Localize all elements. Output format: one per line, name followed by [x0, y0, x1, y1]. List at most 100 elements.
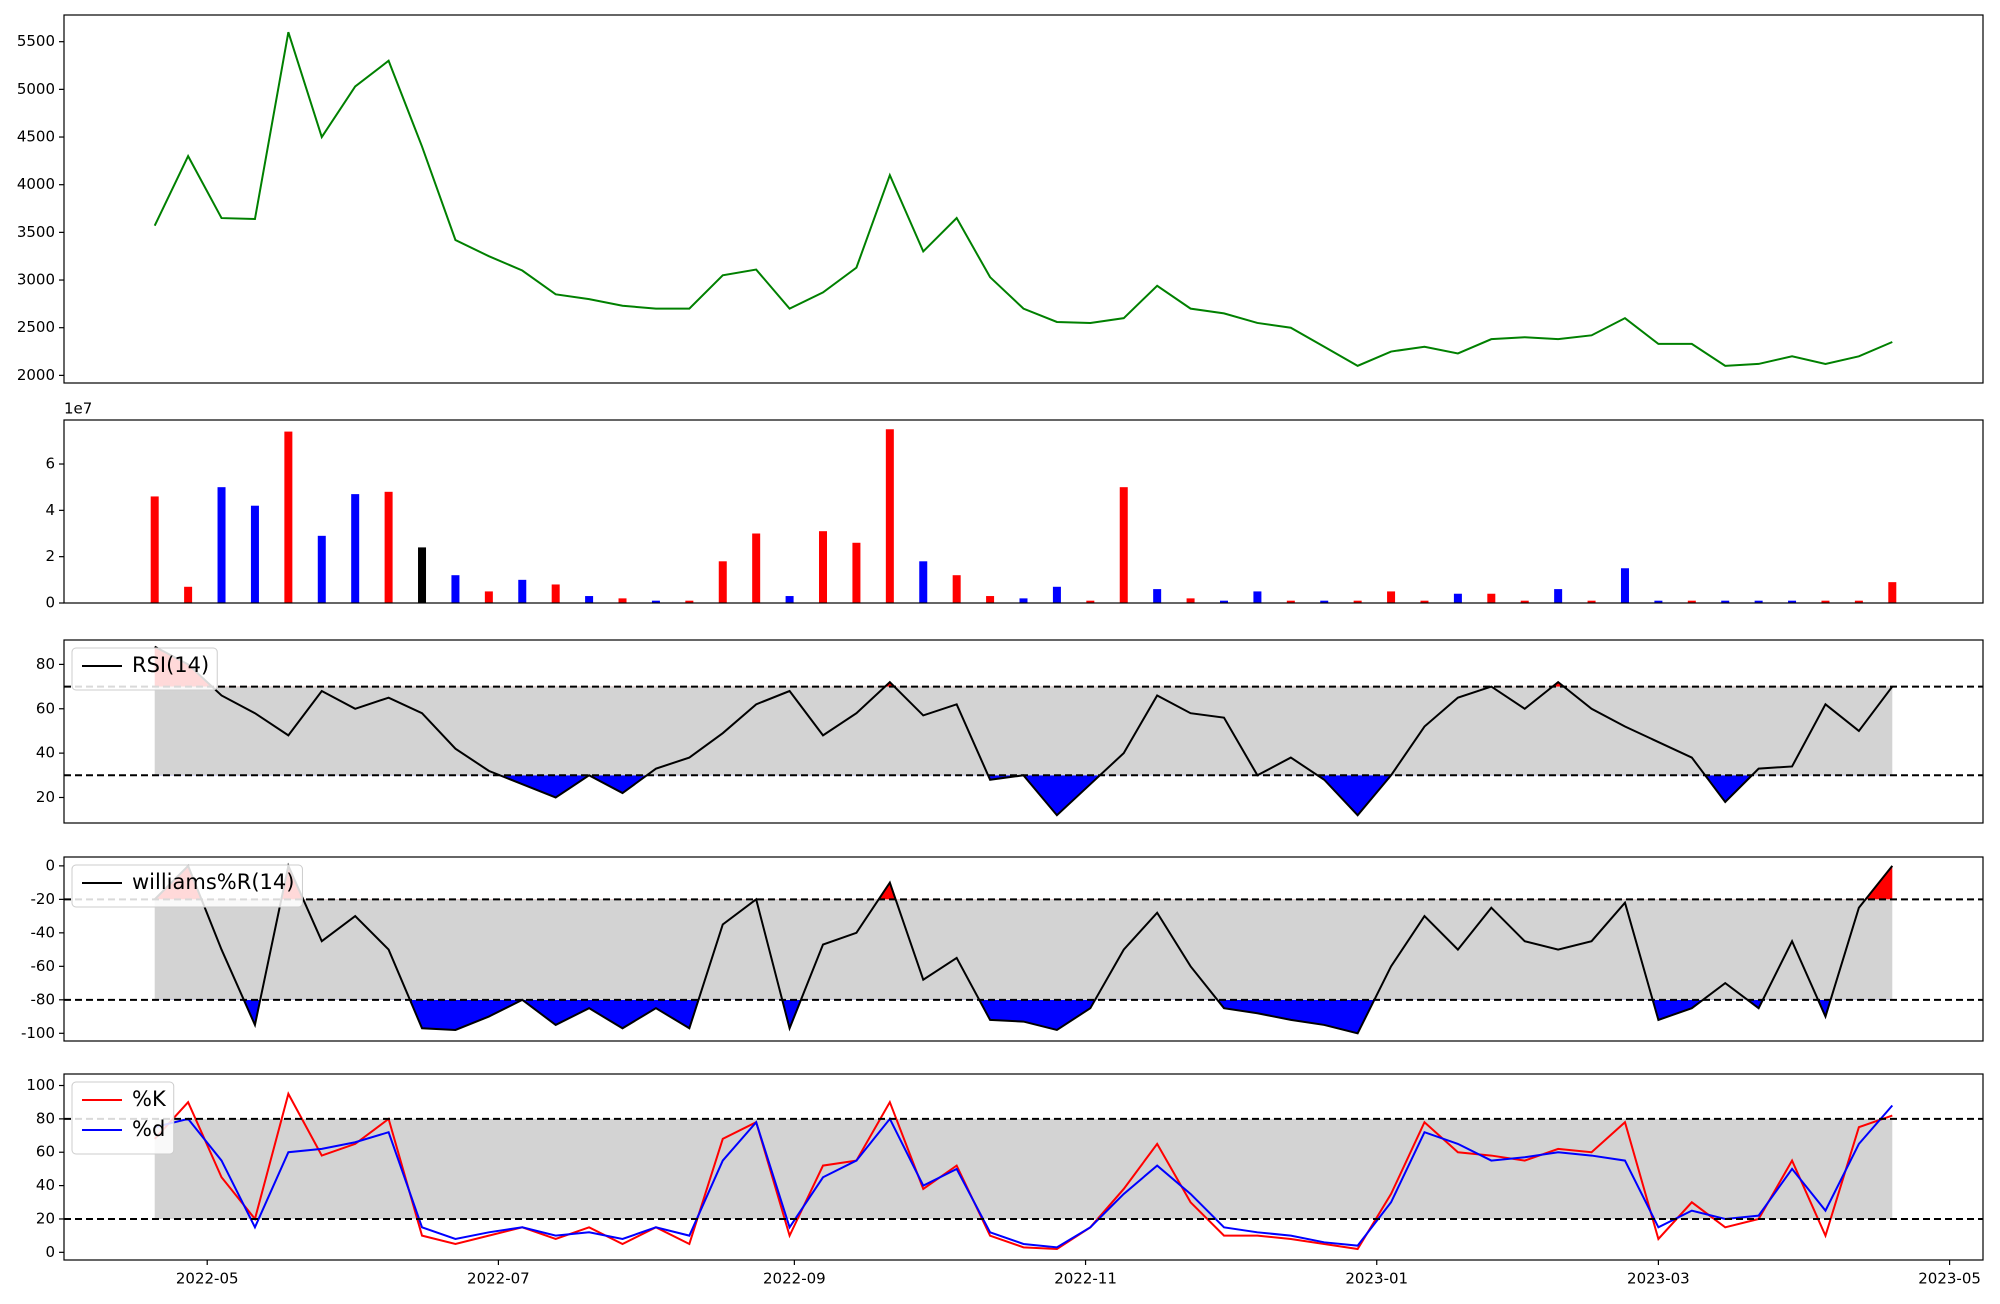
legend-box [71, 864, 303, 908]
y-tick-label: 100 [26, 1076, 55, 1094]
bar [1520, 600, 1529, 603]
bar [785, 596, 794, 603]
y-tick-label: -20 [31, 890, 56, 908]
series-line [154, 1104, 1894, 1249]
y-tick-label: 20 [36, 1209, 55, 1227]
bar [685, 600, 694, 603]
bar [852, 542, 861, 603]
bar [1219, 600, 1228, 603]
bar [618, 598, 627, 603]
series-line [153, 862, 1894, 1035]
y-tick-label: 5000 [17, 80, 55, 98]
y-tick-label: 4 [45, 501, 55, 519]
axes-frame [63, 639, 1984, 824]
axes-frame [63, 14, 1984, 384]
bar [1721, 600, 1730, 603]
bar [1320, 600, 1329, 603]
bar [1286, 600, 1295, 603]
bar [1487, 593, 1496, 603]
y-tick-label: -80 [31, 990, 56, 1008]
legend: RSI(14) [71, 647, 218, 691]
bar [551, 584, 560, 603]
legend-box [71, 647, 218, 691]
series-line [153, 31, 1893, 367]
y-tick-label: 4500 [17, 128, 55, 146]
bar [351, 494, 360, 603]
bar [1387, 591, 1396, 603]
y-tick-label: 0 [45, 1243, 55, 1261]
bar [718, 561, 727, 603]
y-tick-label: 6 [45, 455, 55, 473]
bar [1420, 600, 1429, 603]
bar [819, 531, 828, 603]
bar [484, 591, 493, 603]
bar [1253, 591, 1262, 603]
bar [1854, 600, 1863, 603]
bar [1821, 600, 1830, 603]
bar [1119, 487, 1128, 603]
bar [1888, 582, 1897, 603]
bar [384, 491, 393, 603]
panel: -100 -80 -60 -40 -20 0 williams%R(14) [21, 856, 1984, 1042]
bar [184, 586, 193, 603]
bar [919, 561, 928, 603]
lower-fill [243, 999, 1831, 1034]
axes-frame [63, 856, 1984, 1042]
series-line [153, 1091, 1893, 1251]
bar [284, 431, 293, 603]
x-tick-label: 2022-11 [1054, 1270, 1117, 1288]
x-tick-label: 2023-03 [1627, 1270, 1690, 1288]
threshold-band [154, 899, 1893, 1000]
y-tick-label: 2 [45, 547, 55, 565]
legend-label: %K [132, 1087, 167, 1111]
bar [1620, 568, 1629, 603]
x-tick-label: 2023-05 [1918, 1270, 1981, 1288]
y-tick-label: 20 [36, 788, 55, 806]
lower-fill [499, 775, 1752, 816]
threshold-band [154, 1118, 1893, 1219]
bar [1788, 600, 1797, 603]
y-tick-label: 5500 [17, 32, 55, 50]
offset-label: 1e7 [64, 400, 92, 418]
bar [952, 575, 961, 603]
legend-label: RSI(14) [132, 653, 209, 677]
bar [885, 429, 894, 603]
y-tick-label: 40 [36, 1176, 55, 1194]
bar [1754, 600, 1763, 603]
bar [651, 600, 660, 603]
x-tick-label: 2023-01 [1345, 1270, 1408, 1288]
y-tick-label: -60 [31, 957, 56, 975]
x-tick-label: 2022-07 [467, 1270, 530, 1288]
bar [217, 487, 226, 603]
panel: 20 40 60 80 RSI(14) [36, 639, 1984, 824]
bar [418, 547, 427, 603]
bar [317, 535, 326, 603]
y-tick-label: 40 [36, 744, 55, 762]
bar [1687, 600, 1696, 603]
axes-frame [63, 1073, 1984, 1261]
threshold-band [154, 686, 1893, 776]
bar [1153, 589, 1162, 603]
y-tick-label: 0 [45, 594, 55, 612]
bar [1186, 598, 1195, 603]
bar [1052, 586, 1061, 603]
bar [752, 533, 761, 603]
bar [1654, 600, 1663, 603]
x-tick-label: 2022-09 [763, 1270, 826, 1288]
y-tick-label: -100 [21, 1024, 55, 1042]
bar [1554, 589, 1563, 603]
y-tick-label: 4000 [17, 175, 55, 193]
y-tick-label: 2000 [17, 366, 55, 384]
y-tick-label: 2500 [17, 318, 55, 336]
x-tick-label: 2022-05 [176, 1270, 239, 1288]
y-tick-label: -40 [31, 923, 56, 941]
bar [250, 505, 259, 603]
bar [1019, 598, 1028, 603]
bar [1587, 600, 1596, 603]
legend-label: %d [132, 1117, 165, 1141]
bar [1453, 593, 1462, 603]
axes-frame [63, 419, 1984, 604]
legend: williams%R(14) [71, 864, 303, 908]
